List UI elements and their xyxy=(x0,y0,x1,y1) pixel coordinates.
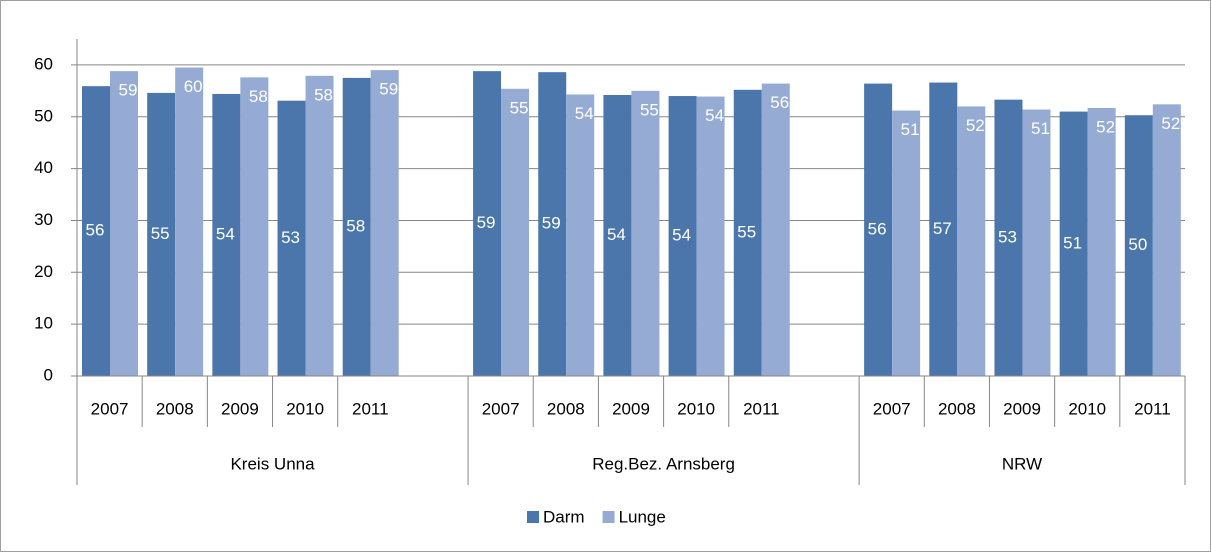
x-tick-label: 2007 xyxy=(482,399,520,418)
bar xyxy=(668,96,697,377)
bar xyxy=(1124,115,1153,377)
legend-swatch xyxy=(602,511,615,523)
value-label: 56 xyxy=(868,219,887,238)
bar xyxy=(370,70,399,376)
value-label: 54 xyxy=(672,225,691,244)
x-tick-label: 2011 xyxy=(352,399,389,418)
bar xyxy=(994,99,1023,376)
value-label: 56 xyxy=(770,93,789,112)
x-tick-label: 2008 xyxy=(547,399,585,418)
value-label: 50 xyxy=(1128,235,1147,254)
x-tick-label: 2008 xyxy=(938,399,976,418)
bar xyxy=(212,93,241,377)
value-label: 59 xyxy=(542,214,561,233)
value-label: 54 xyxy=(607,225,626,244)
bar xyxy=(538,72,567,376)
bar xyxy=(342,77,371,376)
value-label: 54 xyxy=(705,106,724,125)
value-label: 57 xyxy=(933,219,952,238)
x-tick-label: 2009 xyxy=(612,399,650,418)
group-label: Reg.Bez. Arnsberg xyxy=(592,454,735,473)
x-tick-label: 2009 xyxy=(221,399,259,418)
legend-label: Lunge xyxy=(619,507,666,526)
bar xyxy=(761,83,790,376)
y-tick-label: 30 xyxy=(34,210,53,229)
bar xyxy=(305,75,334,377)
bar xyxy=(175,67,204,376)
value-label: 51 xyxy=(1063,233,1082,252)
legend-label: Darm xyxy=(543,507,585,526)
value-label: 53 xyxy=(998,227,1017,246)
x-tick-label: 2009 xyxy=(1003,399,1041,418)
bar xyxy=(501,88,530,376)
x-tick-label: 2010 xyxy=(677,399,715,418)
bar xyxy=(892,110,921,376)
bar xyxy=(277,100,306,376)
y-tick-label: 0 xyxy=(44,365,53,384)
bar xyxy=(864,83,893,376)
value-label: 55 xyxy=(151,224,170,243)
bar xyxy=(240,77,269,377)
bar xyxy=(566,94,595,376)
bar xyxy=(82,86,110,377)
y-tick-label: 10 xyxy=(34,314,53,333)
value-label: 53 xyxy=(281,228,300,247)
value-label: 59 xyxy=(379,80,398,99)
value-label: 59 xyxy=(477,213,496,232)
y-tick-label: 50 xyxy=(34,106,53,125)
x-tick-label: 2010 xyxy=(286,399,324,418)
value-label: 52 xyxy=(1161,114,1180,133)
x-tick-label: 2007 xyxy=(91,399,129,418)
bar xyxy=(1152,104,1181,376)
group-label: NRW xyxy=(1002,454,1042,473)
bar xyxy=(631,90,660,376)
value-label: 56 xyxy=(86,221,105,240)
x-tick-label: 2007 xyxy=(873,399,911,418)
bar xyxy=(733,89,762,376)
bar xyxy=(603,94,632,377)
bar xyxy=(957,106,986,377)
value-label: 54 xyxy=(216,224,235,243)
bar xyxy=(696,96,725,377)
bar xyxy=(1022,109,1051,376)
group-label: Kreis Unna xyxy=(230,454,315,473)
bar xyxy=(1059,111,1088,376)
y-tick-label: 60 xyxy=(34,54,53,73)
value-label: 52 xyxy=(966,116,985,135)
value-label: 58 xyxy=(249,87,268,106)
bar xyxy=(473,71,502,376)
value-label: 52 xyxy=(1096,117,1115,136)
value-label: 51 xyxy=(1031,119,1050,138)
value-label: 58 xyxy=(346,216,365,235)
legend-swatch xyxy=(527,511,539,523)
bar xyxy=(929,82,958,376)
value-label: 58 xyxy=(314,85,333,104)
value-label: 55 xyxy=(640,100,659,119)
value-label: 59 xyxy=(119,81,138,100)
y-tick-label: 40 xyxy=(34,158,53,177)
value-label: 51 xyxy=(901,120,920,139)
bar xyxy=(1087,107,1116,376)
value-label: 55 xyxy=(737,222,756,241)
x-tick-label: 2011 xyxy=(743,399,780,418)
bar xyxy=(110,71,138,376)
x-tick-label: 2011 xyxy=(1134,399,1171,418)
value-label: 55 xyxy=(510,98,529,117)
x-tick-label: 2010 xyxy=(1068,399,1106,418)
bar xyxy=(147,92,176,377)
value-label: 60 xyxy=(184,77,203,96)
value-label: 54 xyxy=(575,104,594,123)
y-tick-label: 20 xyxy=(34,262,53,281)
x-tick-label: 2008 xyxy=(156,399,194,418)
